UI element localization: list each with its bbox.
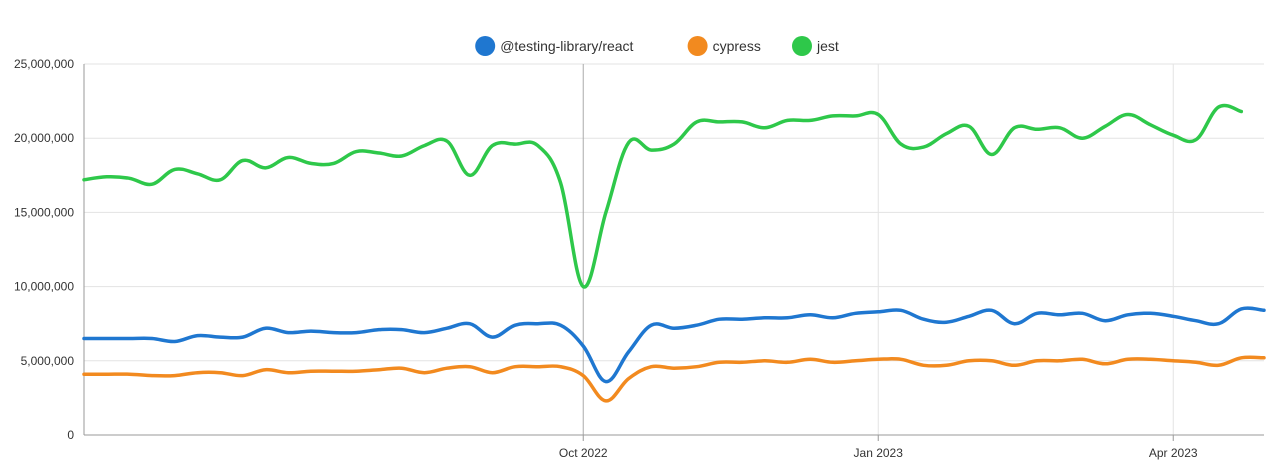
axes: 0 5,000,000 10,000,000 15,000,000 20,000,000… xyxy=(14,57,1264,460)
y-tick-label: 5,000,000 xyxy=(21,354,75,368)
legend-item-testing-library-react[interactable]: @testing-library/react xyxy=(475,36,634,56)
y-tick-label: 20,000,000 xyxy=(14,131,74,145)
series-lines xyxy=(82,103,1266,403)
legend-item-jest[interactable]: jest xyxy=(792,36,839,56)
legend-label: @testing-library/react xyxy=(500,38,633,54)
series-line-jest[interactable] xyxy=(82,103,1244,289)
series-line-testing-library-react[interactable] xyxy=(82,306,1266,384)
x-tick-label: Jan 2023 xyxy=(854,446,904,460)
x-tick-label: Oct 2022 xyxy=(559,446,608,460)
grid xyxy=(84,63,1264,436)
legend: @testing-library/react cypress jest xyxy=(475,36,839,56)
x-tick-label: Apr 2023 xyxy=(1149,446,1198,460)
legend-swatch xyxy=(687,36,708,56)
y-tick-label: 10,000,000 xyxy=(14,280,74,294)
legend-item-cypress[interactable]: cypress xyxy=(687,36,761,56)
y-tick-label: 15,000,000 xyxy=(14,205,74,219)
legend-label: jest xyxy=(816,38,839,54)
legend-swatch xyxy=(792,36,812,56)
legend-label: cypress xyxy=(713,38,761,54)
y-tick-label: 25,000,000 xyxy=(14,57,74,71)
legend-swatch xyxy=(475,36,496,56)
y-tick-label: 0 xyxy=(67,428,74,442)
series-line-cypress[interactable] xyxy=(82,355,1266,403)
